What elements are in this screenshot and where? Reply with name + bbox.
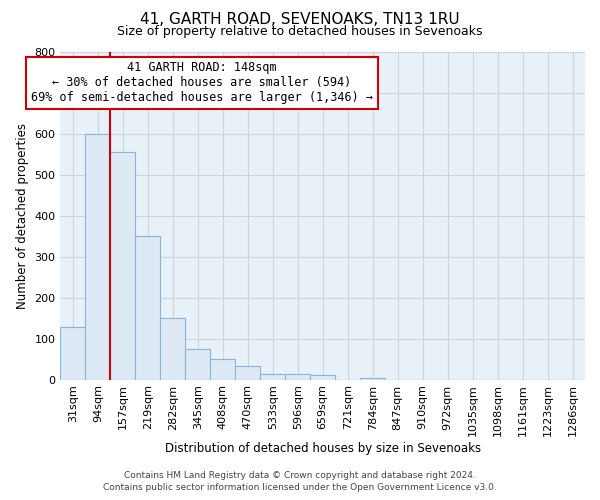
Bar [61, 327, 85, 380]
Bar [360, 378, 385, 380]
Text: 41, GARTH ROAD, SEVENOAKS, TN13 1RU: 41, GARTH ROAD, SEVENOAKS, TN13 1RU [140, 12, 460, 28]
Bar [310, 376, 335, 380]
Bar [260, 374, 285, 380]
Text: 41 GARTH ROAD: 148sqm
← 30% of detached houses are smaller (594)
69% of semi-det: 41 GARTH ROAD: 148sqm ← 30% of detached … [31, 62, 373, 104]
Bar [235, 366, 260, 380]
Bar [136, 236, 160, 380]
X-axis label: Distribution of detached houses by size in Sevenoaks: Distribution of detached houses by size … [164, 442, 481, 455]
Bar [211, 359, 235, 380]
Bar [160, 318, 185, 380]
Text: Contains HM Land Registry data © Crown copyright and database right 2024.
Contai: Contains HM Land Registry data © Crown c… [103, 471, 497, 492]
Text: Size of property relative to detached houses in Sevenoaks: Size of property relative to detached ho… [117, 25, 483, 38]
Bar [85, 134, 110, 380]
Bar [110, 152, 136, 380]
Y-axis label: Number of detached properties: Number of detached properties [16, 122, 29, 308]
Bar [185, 349, 211, 380]
Bar [285, 374, 310, 380]
